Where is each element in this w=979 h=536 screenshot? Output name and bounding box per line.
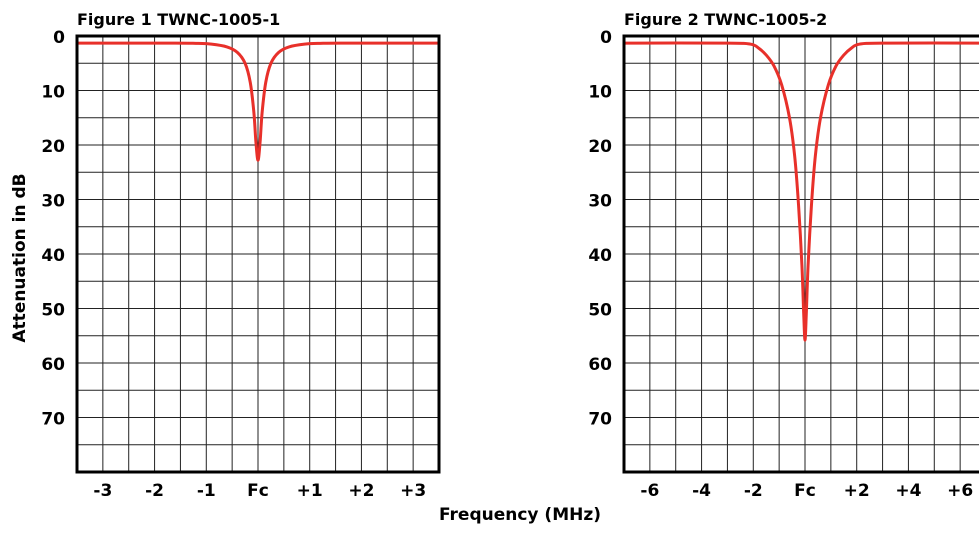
y-tick-label: 30	[41, 192, 65, 212]
series-line	[622, 41, 979, 342]
y-tick-label: 0	[53, 28, 65, 48]
series-line	[75, 41, 441, 162]
y-axis-label: Attenuation in dB	[10, 173, 30, 342]
response-curve	[75, 41, 441, 162]
x-tick-label: -2	[744, 481, 763, 501]
y-tick-label: 10	[588, 83, 612, 103]
x-tick-label: +4	[895, 481, 921, 501]
x-tick-label: Fc	[247, 481, 269, 501]
x-tick-label: -2	[145, 481, 164, 501]
x-tick-label: +6	[947, 481, 973, 501]
chart-title: Figure 1 TWNC-1005-1	[77, 10, 280, 29]
y-tick-label: 30	[588, 192, 612, 212]
y-tick-label: 0	[600, 28, 612, 48]
chart-figure-1: Figure 1 TWNC-1005-1 0 10 20 30 40 50 60 70 -3 -2…	[41, 10, 441, 501]
y-tick-label: 70	[588, 410, 612, 430]
plot-frame	[75, 34, 441, 474]
y-tick-label: 40	[588, 246, 612, 266]
response-curve	[622, 41, 979, 342]
x-tick-label: -1	[197, 481, 216, 501]
x-tick-label: Fc	[794, 481, 816, 501]
grid-lines	[624, 36, 979, 472]
x-tick-label: -4	[692, 481, 711, 501]
x-tick-label: +2	[844, 481, 870, 501]
y-tick-label: 10	[41, 83, 65, 103]
y-tick-label: 50	[41, 301, 65, 321]
y-tick-label: 40	[41, 246, 65, 266]
x-tick-label: +1	[297, 481, 323, 501]
grid-lines	[77, 36, 439, 472]
tick-labels: 0 10 20 30 40 50 60 70 -3 -2 -1 Fc +1 +2 +3	[41, 28, 426, 501]
x-tick-label: +3	[400, 481, 426, 501]
chart-title: Figure 2 TWNC-1005-2	[624, 10, 827, 29]
tick-labels: 0 10 20 30 40 50 60 70 -6 -4 -2 Fc +2 +4 +6	[588, 28, 973, 501]
x-tick-label: -3	[93, 481, 112, 501]
y-tick-label: 70	[41, 410, 65, 430]
y-tick-label: 50	[588, 301, 612, 321]
x-axis-label: Frequency (MHz)	[439, 505, 601, 525]
y-tick-label: 60	[588, 355, 612, 375]
y-tick-label: 20	[41, 137, 65, 157]
x-tick-label: +2	[348, 481, 374, 501]
chart-figure-2: Figure 2 TWNC-1005-2 0 10 20 30 40 50 60 70 -6 -4…	[588, 10, 979, 501]
plot-frame	[622, 34, 979, 474]
x-tick-label: -6	[640, 481, 659, 501]
y-tick-label: 20	[588, 137, 612, 157]
y-tick-label: 60	[41, 355, 65, 375]
